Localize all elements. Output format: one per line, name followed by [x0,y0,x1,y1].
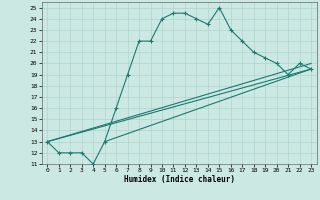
X-axis label: Humidex (Indice chaleur): Humidex (Indice chaleur) [124,175,235,184]
